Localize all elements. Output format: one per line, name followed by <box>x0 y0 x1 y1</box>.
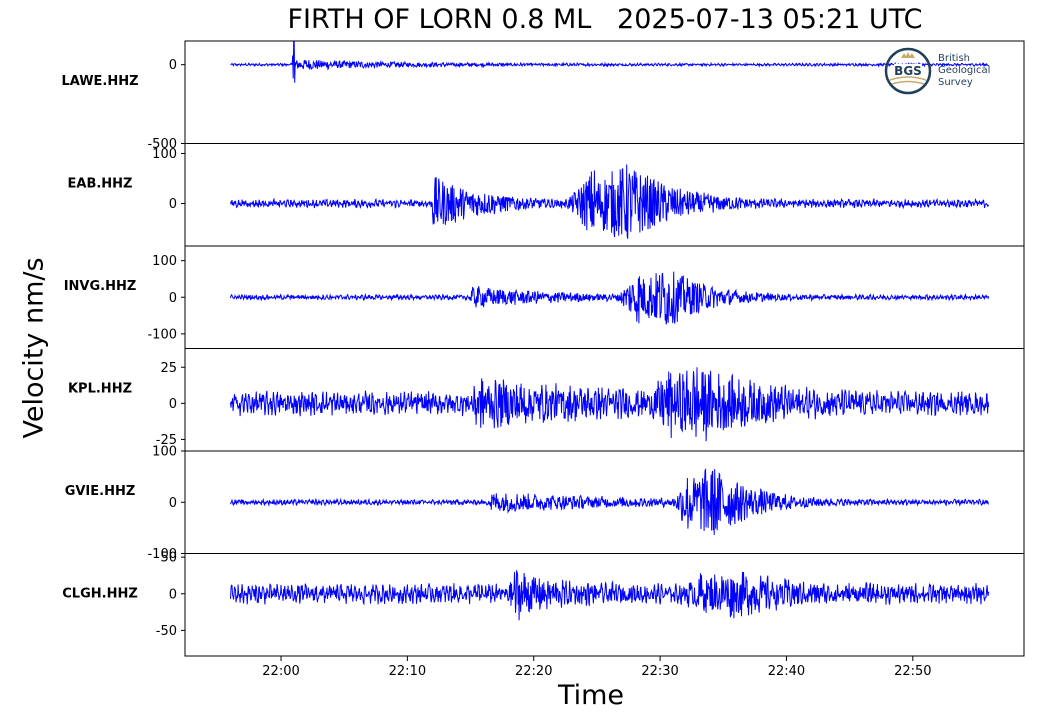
x-tick-label: 22:30 <box>641 664 678 679</box>
y-tick-label: -500 <box>147 137 177 152</box>
bgs-logo: BGS British Geological Survey <box>884 47 990 95</box>
y-tick-label: 0 <box>169 58 177 73</box>
waveform-gvie-hhz <box>230 468 990 536</box>
y-tick-label: 100 <box>152 445 177 460</box>
crown-icon <box>901 52 915 58</box>
x-axis: 22:00 22:10 22:20 22:30 22:40 22:50 <box>262 656 932 679</box>
y-tick-label: 0 <box>169 291 177 306</box>
chart-title: FIRTH OF LORN 0.8 ML 2025-07-13 05:21 UT… <box>287 4 923 35</box>
x-tick-label: 22:00 <box>262 664 299 679</box>
y-tick-label: 100 <box>152 254 177 269</box>
logo-line-2: Geological <box>938 65 990 76</box>
y-tick-label: 50 <box>160 551 177 566</box>
x-tick-label: 22:10 <box>389 664 426 679</box>
x-tick-label: 22:50 <box>894 664 931 679</box>
station-label: EAB.HHZ <box>68 177 133 192</box>
y-tick-label: -100 <box>147 327 177 342</box>
panel-invg-hhz: 100 0 -100 INVG.HHZ <box>64 245 1025 349</box>
logo-line-3: Survey <box>938 77 973 88</box>
y-tick-label: -100 <box>147 547 177 562</box>
panel-lawe-hhz: 0 -500 LAWE.HHZ <box>61 40 1025 152</box>
x-tick-label: 22:20 <box>515 664 552 679</box>
station-label: INVG.HHZ <box>64 279 137 294</box>
waveform-clgh-hhz <box>230 569 990 621</box>
y-tick-label: 0 <box>169 587 177 602</box>
station-label: LAWE.HHZ <box>61 74 138 89</box>
waveform-invg-hhz <box>230 271 990 325</box>
panel-eab-hhz: 100 0 EAB.HHZ <box>68 143 1025 247</box>
y-tick-label: -50 <box>156 624 177 639</box>
panel-kpl-hhz: 25 0 -25 KPL.HHZ <box>68 348 1025 452</box>
logo-badge-text: BGS <box>894 64 922 78</box>
y-tick-label: 0 <box>169 397 177 412</box>
y-tick-label: 100 <box>152 147 177 162</box>
waveform-lawe-hhz <box>230 40 989 83</box>
waveform-kpl-hhz <box>230 367 990 442</box>
x-axis-label: Time <box>557 680 625 711</box>
y-tick-label: 25 <box>160 361 177 376</box>
panel-clgh-hhz: 50 0 -50 CLGH.HHZ <box>62 551 1025 657</box>
y-tick-label: -25 <box>156 433 177 448</box>
x-tick-label: 22:40 <box>768 664 805 679</box>
panel-gvie-hhz: 100 0 -100 GVIE.HHZ <box>65 445 1025 562</box>
logo-line-1: British <box>938 53 970 64</box>
station-label: GVIE.HHZ <box>65 484 136 499</box>
y-tick-label: 0 <box>169 496 177 511</box>
panel-frame <box>184 553 1025 657</box>
station-label: KPL.HHZ <box>68 382 132 397</box>
station-label: CLGH.HHZ <box>62 587 138 602</box>
waveform-eab-hhz <box>230 164 990 239</box>
y-tick-label: 0 <box>169 197 177 212</box>
